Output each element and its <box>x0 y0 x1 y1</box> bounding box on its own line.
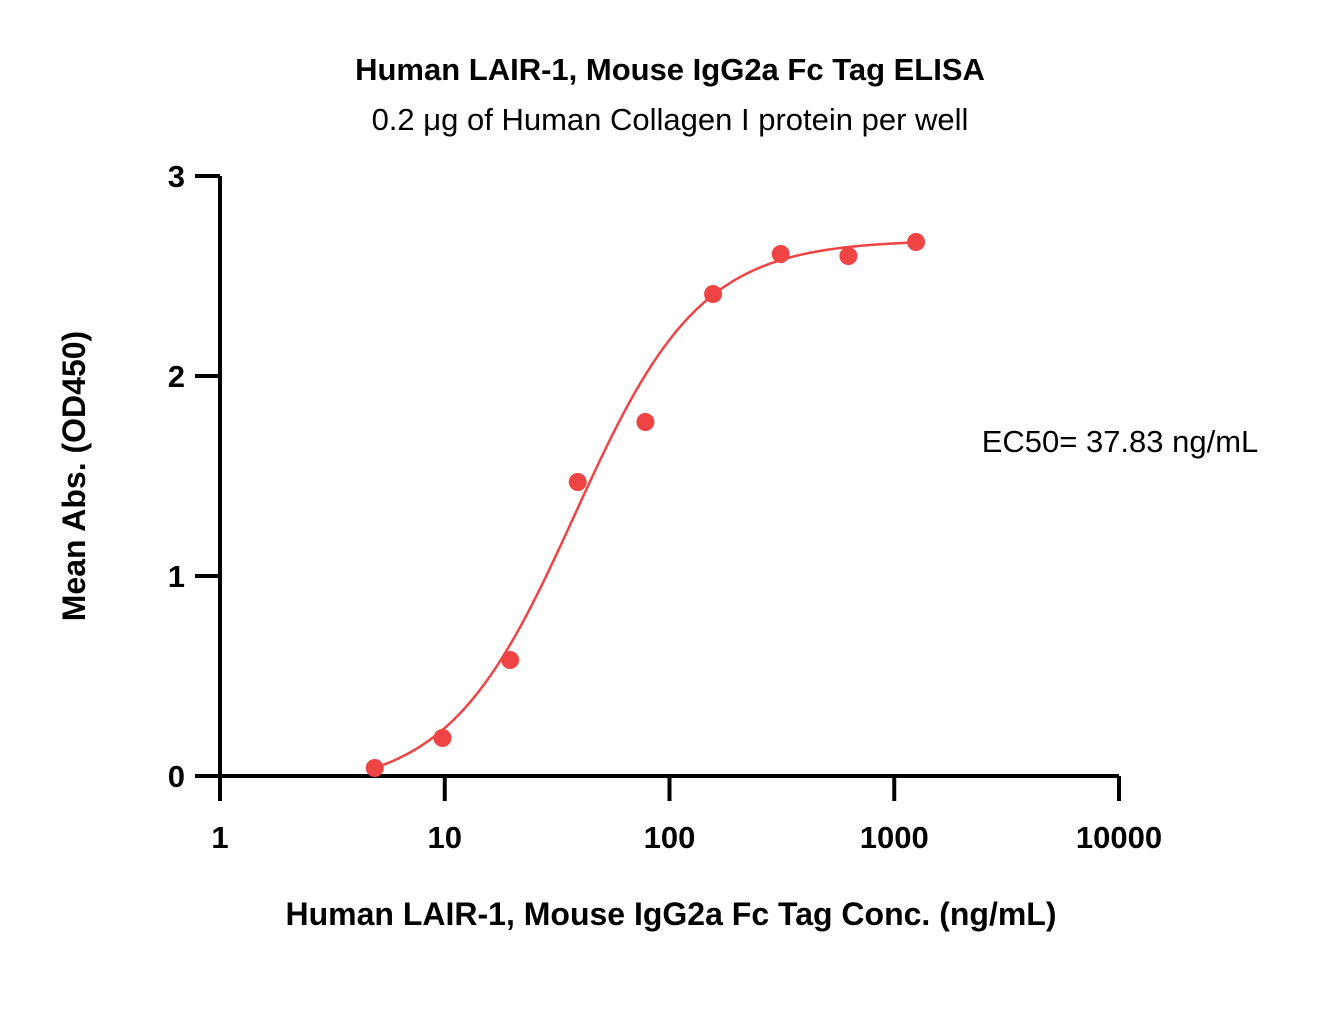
x-tick-label: 1 <box>211 820 228 855</box>
x-tick-label: 1000 <box>860 820 929 855</box>
data-point <box>568 473 587 491</box>
x-tick-label: 10000 <box>1076 820 1162 855</box>
ec50-annotation: EC50= 37.83 ng/mL <box>982 424 1259 459</box>
data-point <box>771 245 790 263</box>
y-tick-label: 0 <box>168 759 185 794</box>
data-point <box>365 759 384 777</box>
y-axis: 0 1 2 3 <box>168 159 222 801</box>
data-point <box>704 285 723 303</box>
x-tick-label: 100 <box>644 820 696 855</box>
chart-title: Human LAIR-1, Mouse IgG2a Fc Tag ELISA <box>355 52 985 87</box>
fit-curve-group <box>374 241 917 770</box>
x-tick-label: 10 <box>428 820 462 855</box>
y-tick-label: 2 <box>168 359 185 394</box>
fit-curve <box>374 241 917 770</box>
data-point <box>501 651 520 669</box>
y-tick-label: 3 <box>168 159 185 194</box>
chart-subtitle: 0.2 μg of Human Collagen I protein per w… <box>372 102 969 137</box>
y-axis-label: Mean Abs. (OD450) <box>56 331 92 621</box>
x-axis-label: Human LAIR-1, Mouse IgG2a Fc Tag Conc. (… <box>286 896 1057 932</box>
y-tick-label: 1 <box>168 559 185 594</box>
data-point <box>636 413 655 431</box>
data-points-group <box>365 233 926 777</box>
data-point <box>907 233 926 251</box>
x-axis: 1 10 100 1000 10000 <box>211 774 1162 855</box>
data-point <box>839 247 858 265</box>
data-point <box>433 729 452 747</box>
